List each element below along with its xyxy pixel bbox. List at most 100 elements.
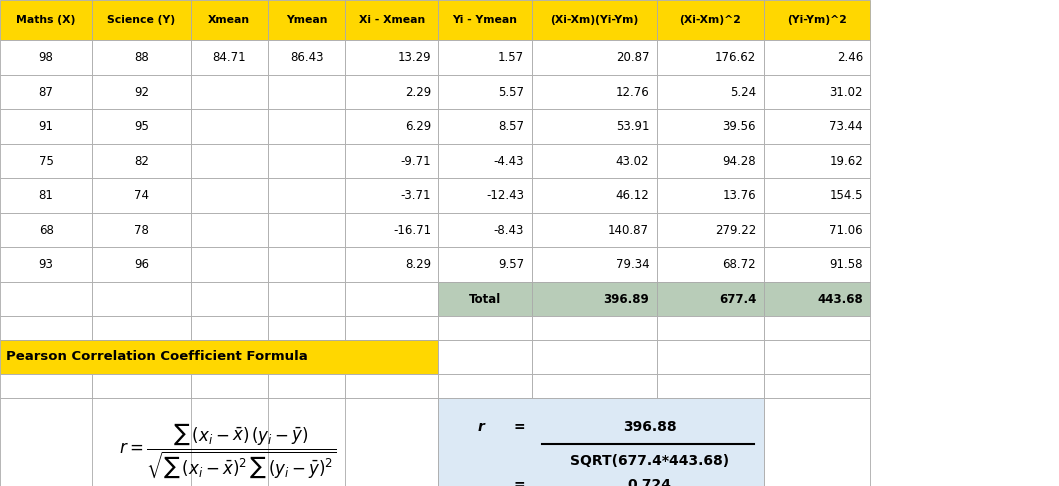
Text: Science (Y): Science (Y) — [107, 15, 176, 25]
Bar — [191, 178, 268, 213]
Text: =: = — [514, 420, 525, 434]
Bar — [532, 374, 657, 398]
Text: 86.43: 86.43 — [290, 51, 323, 64]
Bar — [268, 282, 345, 316]
Bar — [657, 109, 764, 144]
Bar — [92, 213, 191, 247]
Text: 46.12: 46.12 — [615, 189, 649, 202]
Bar — [268, 144, 345, 178]
Bar — [657, 178, 764, 213]
Bar — [0, 213, 92, 247]
Text: 68: 68 — [38, 224, 54, 237]
Bar — [764, 374, 870, 398]
Bar — [657, 247, 764, 282]
Bar — [438, 178, 532, 213]
Text: 2.46: 2.46 — [837, 51, 863, 64]
Bar — [92, 178, 191, 213]
Bar — [0, 282, 92, 316]
Text: 13.29: 13.29 — [397, 51, 431, 64]
Bar — [268, 0, 345, 40]
Bar — [657, 40, 764, 75]
Text: 73.44: 73.44 — [829, 120, 863, 133]
Text: 6.29: 6.29 — [405, 120, 431, 133]
Bar — [92, 40, 191, 75]
Bar — [438, 109, 532, 144]
Bar — [764, 75, 870, 109]
Bar — [191, 0, 268, 40]
Text: (Xi-Xm)^2: (Xi-Xm)^2 — [679, 15, 741, 25]
Text: -12.43: -12.43 — [486, 189, 524, 202]
Bar — [0, 340, 438, 374]
Bar — [345, 247, 438, 282]
Text: 20.87: 20.87 — [615, 51, 649, 64]
Bar — [764, 178, 870, 213]
Text: 96: 96 — [133, 258, 149, 271]
Bar — [191, 247, 268, 282]
Bar — [438, 144, 532, 178]
Bar — [438, 340, 532, 374]
Bar — [532, 316, 657, 340]
Bar — [345, 282, 438, 316]
Bar — [764, 0, 870, 40]
Text: -8.43: -8.43 — [493, 224, 524, 237]
Text: 93: 93 — [38, 258, 54, 271]
Text: Total: Total — [469, 293, 501, 306]
Text: 396.88: 396.88 — [623, 420, 677, 434]
Text: 5.57: 5.57 — [498, 86, 524, 99]
Text: 87: 87 — [38, 86, 54, 99]
Bar — [438, 0, 532, 40]
Bar — [438, 213, 532, 247]
Text: Yi - Ymean: Yi - Ymean — [452, 15, 518, 25]
Bar — [191, 374, 268, 398]
Bar — [268, 178, 345, 213]
Bar — [532, 40, 657, 75]
Bar — [268, 316, 345, 340]
Text: 88: 88 — [134, 51, 148, 64]
Bar — [438, 247, 532, 282]
Bar — [268, 247, 345, 282]
Bar — [92, 374, 191, 398]
Text: 92: 92 — [133, 86, 149, 99]
Bar — [764, 247, 870, 282]
Text: 95: 95 — [133, 120, 149, 133]
Bar — [92, 75, 191, 109]
Text: 78: 78 — [133, 224, 149, 237]
Bar — [532, 213, 657, 247]
Bar — [0, 374, 92, 398]
Text: -16.71: -16.71 — [393, 224, 431, 237]
Text: 84.71: 84.71 — [213, 51, 246, 64]
Bar — [532, 0, 657, 40]
Text: 8.57: 8.57 — [498, 120, 524, 133]
Bar — [532, 282, 657, 316]
Text: 443.68: 443.68 — [818, 293, 863, 306]
Bar — [268, 374, 345, 398]
Text: 71.06: 71.06 — [829, 224, 863, 237]
Bar — [345, 316, 438, 340]
Bar — [345, 0, 438, 40]
Text: Xi - Xmean: Xi - Xmean — [359, 15, 425, 25]
Text: =: = — [514, 478, 525, 486]
Text: 5.24: 5.24 — [730, 86, 756, 99]
Bar — [268, 40, 345, 75]
Bar — [191, 213, 268, 247]
Bar — [92, 0, 191, 40]
Bar — [657, 213, 764, 247]
Text: 154.5: 154.5 — [829, 189, 863, 202]
Bar — [345, 144, 438, 178]
Text: 12.76: 12.76 — [615, 86, 649, 99]
Bar — [532, 109, 657, 144]
Bar — [0, 144, 92, 178]
Bar — [0, 40, 92, 75]
Bar — [657, 282, 764, 316]
Bar — [532, 75, 657, 109]
Bar — [532, 247, 657, 282]
Text: Xmean: Xmean — [209, 15, 250, 25]
Bar — [191, 40, 268, 75]
Text: (Yi-Ym)^2: (Yi-Ym)^2 — [787, 15, 847, 25]
Bar — [764, 144, 870, 178]
Text: 39.56: 39.56 — [722, 120, 756, 133]
Bar — [657, 316, 764, 340]
Bar — [92, 247, 191, 282]
Text: 81: 81 — [38, 189, 54, 202]
Text: 94.28: 94.28 — [722, 155, 756, 168]
